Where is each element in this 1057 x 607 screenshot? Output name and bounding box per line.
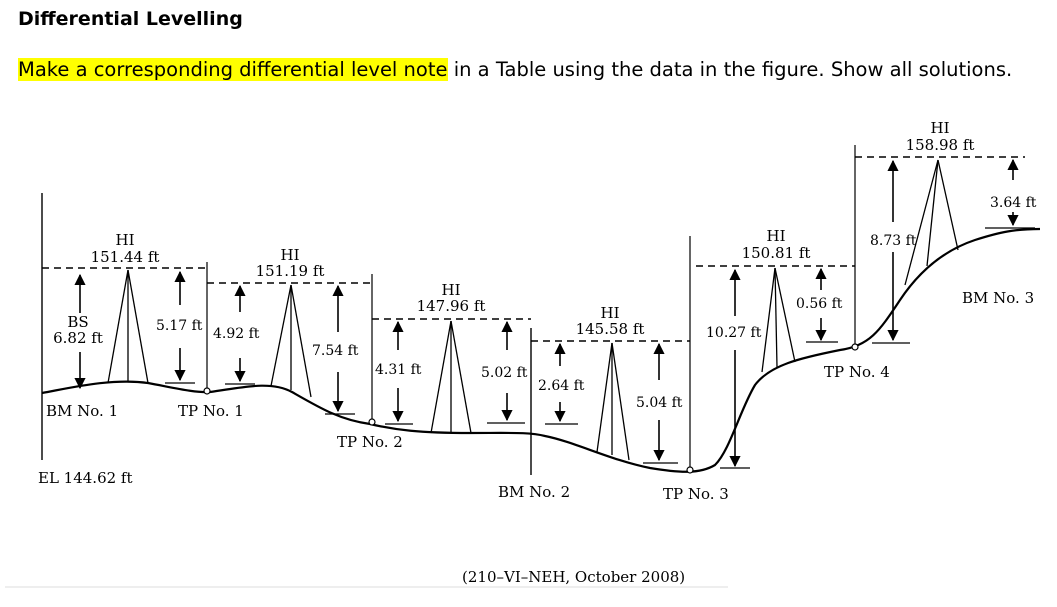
bs-label-word: BS <box>67 313 88 331</box>
page-title: Differential Levelling <box>18 8 243 30</box>
tp3-marker <box>686 466 694 474</box>
tripod-4 <box>596 342 630 461</box>
hi-label-3-word: HI <box>441 281 460 299</box>
ground-profile <box>41 227 1041 473</box>
hi-label-4-word: HI <box>600 304 619 322</box>
hi-label-2-value: 151.19 ft <box>256 262 325 280</box>
hi-label-4-value: 145.58 ft <box>576 320 645 338</box>
hi-label-6-word: HI <box>930 119 949 137</box>
hi-label-3-value: 147.96 ft <box>417 297 486 315</box>
station-bm3: BM No. 3 <box>962 289 1034 307</box>
tp2-marker <box>368 418 376 426</box>
tp1-marker <box>203 387 211 395</box>
tripod-3 <box>430 320 472 434</box>
bs-label-value: 6.82 ft <box>53 329 103 347</box>
hi-label-2-word: HI <box>280 246 299 264</box>
instruction-highlight: Make a corresponding differential level … <box>18 58 448 81</box>
station-tp3: TP No. 3 <box>663 485 729 503</box>
reading-r10: 8.73 ft <box>870 233 917 249</box>
tripod-5 <box>761 267 796 373</box>
reading-r5: 5.02 ft <box>481 365 528 381</box>
reading-r11: 3.64 ft <box>990 195 1037 211</box>
figure-citation: (210–VI–NEH, October 2008) <box>462 568 685 586</box>
station-tp4: TP No. 4 <box>824 363 890 381</box>
tripod-2 <box>270 284 312 398</box>
station-bm2: BM No. 2 <box>498 483 570 501</box>
station-el: EL 144.62 ft <box>38 469 133 487</box>
station-tp2: TP No. 2 <box>337 433 403 451</box>
station-bm1: BM No. 1 <box>46 402 118 420</box>
tripod-6 <box>904 159 959 286</box>
reading-r8: 10.27 ft <box>706 325 762 341</box>
reading-r3: 7.54 ft <box>312 343 359 359</box>
reading-r1: 5.17 ft <box>156 318 203 334</box>
tripod-1 <box>107 269 149 384</box>
hi-label-1-word: HI <box>115 231 134 249</box>
reading-r9: 0.56 ft <box>796 296 843 312</box>
reading-r4: 4.31 ft <box>375 362 422 378</box>
hi-label-1-value: 151.44 ft <box>91 248 160 266</box>
tp4-marker <box>851 343 859 351</box>
instruction-text: Make a corresponding differential level … <box>18 58 1012 81</box>
reading-r6: 2.64 ft <box>538 378 585 394</box>
reading-r7: 5.04 ft <box>636 395 683 411</box>
hi-label-6-value: 158.98 ft <box>906 136 975 154</box>
station-tp1: TP No. 1 <box>178 402 244 420</box>
reading-r2: 4.92 ft <box>213 326 260 342</box>
hi-label-5-value: 150.81 ft <box>742 244 811 262</box>
hi-label-5-word: HI <box>766 227 785 245</box>
instruction-rest: in a Table using the data in the figure.… <box>447 58 1013 81</box>
